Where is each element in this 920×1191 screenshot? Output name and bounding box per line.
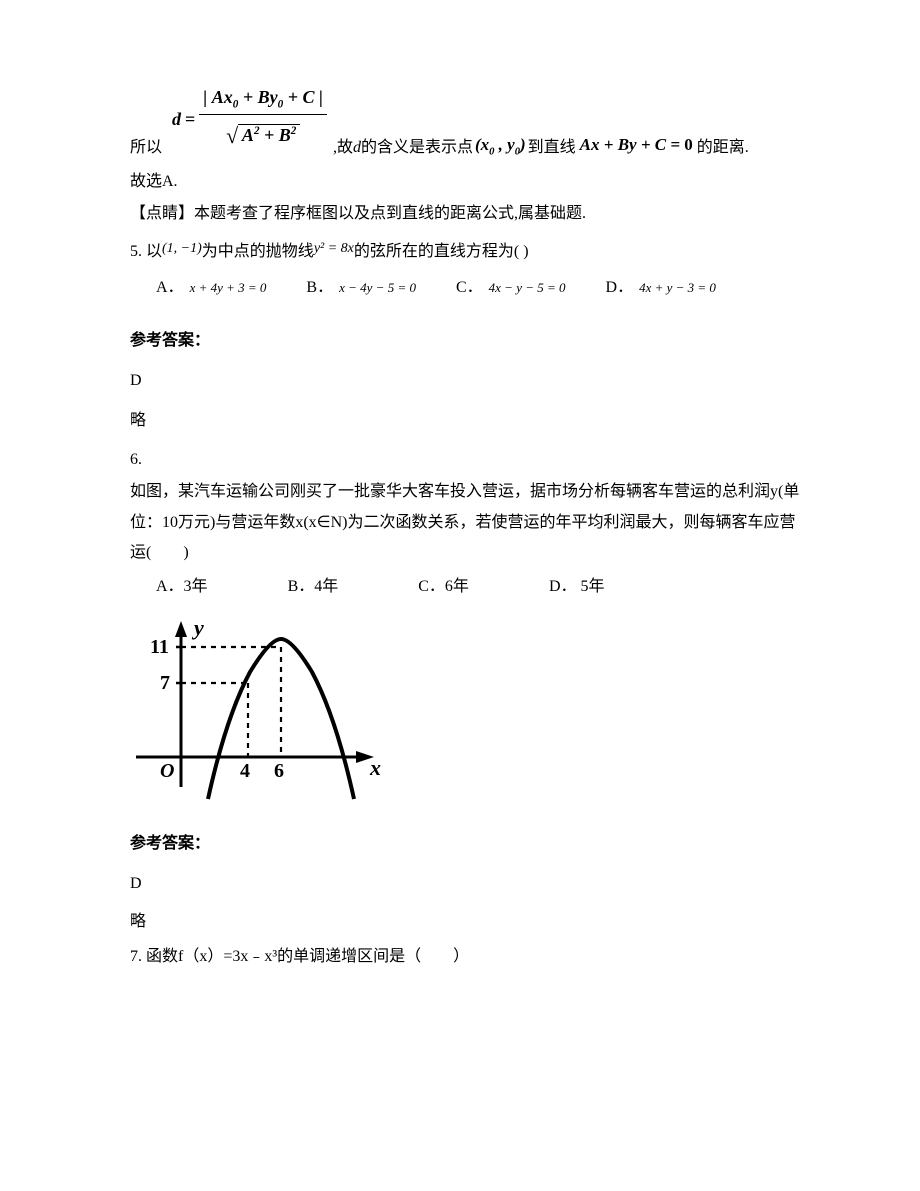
q5-mid2: 的弦所在的直线方程为( ) [354,243,529,260]
answer-heading: 参考答案： [130,326,810,356]
var-d: d [172,102,181,136]
q6-options: A．3年 B．4年 C．6年 D． 5年 [130,572,810,602]
text-suoyi: 所以 [130,133,162,163]
text-mid3: 到直线 [528,133,576,163]
opt-label: D． [606,273,634,303]
opt-eq: x + 4y + 3 = 0 [190,276,267,301]
text-mid2: 的含义是表示点 [361,133,473,163]
q5-opt-a: A． x + 4y + 3 = 0 [156,273,266,303]
q6-opt-d: D． 5年 [549,572,605,602]
point-xy: (x0 , y0) [475,129,526,161]
q7-stem: 7. 函数f（x）=3x﹣x³的单调递增区间是（ ） [130,942,810,972]
q5-lve: 略 [130,406,810,436]
q6-opt-a: A．3年 [156,572,208,602]
q5-mid1: 为中点的抛物线 [202,243,314,260]
fraction-d: | Ax0 + By0 + C | √A2 + B2 [199,80,327,159]
q6-lve: 略 [130,907,810,937]
fraction-numerator: | Ax0 + By0 + C | [199,80,327,115]
opt-label: A． [156,273,184,303]
answer-heading-2: 参考答案： [130,829,810,859]
q5-answer: D [130,366,810,396]
text-mid1: ,故 [333,133,353,163]
q5-opt-b: B． x − 4y − 5 = 0 [306,273,416,303]
q6-opt-b: B．4年 [288,572,339,602]
axis-y-label: y [191,617,204,640]
q6-graph: y x 11 7 4 6 O [126,617,810,807]
q5-stem: 5. 以(1, −1)为中点的抛物线y² = 8x的弦所在的直线方程为( ) [130,236,810,267]
q6-stem: 如图，某汽车运输公司刚买了一批豪华大客车投入营运，据市场分析每辆客车营运的总利润… [130,477,810,568]
q5-pre: 5. 以 [130,243,162,260]
q5-parabola: y² = 8x [314,241,354,256]
opt-label: B． [306,273,333,303]
opt-label: C． [456,273,483,303]
q5-opt-d: D． 4x + y − 3 = 0 [606,273,716,303]
q5-point: (1, −1) [162,241,202,256]
opt-eq: 4x − y − 5 = 0 [489,276,566,301]
ytick-11: 11 [150,636,169,658]
xtick-6: 6 [274,760,284,782]
q6-opt-c: C．6年 [418,572,469,602]
axis-x-label: x [369,755,381,780]
q5-opt-c: C． 4x − y − 5 = 0 [456,273,566,303]
opt-eq: 4x + y − 3 = 0 [639,276,716,301]
q5-options: A． x + 4y + 3 = 0 B． x − 4y − 5 = 0 C． 4… [130,273,810,303]
fraction-denominator: √A2 + B2 [199,115,327,159]
text-tail: 的距离. [697,133,749,163]
text-guxuan-a: 故选A. [130,167,810,197]
q6-answer: D [130,869,810,899]
opt-eq: x − 4y − 5 = 0 [339,276,416,301]
ytick-7: 7 [160,672,170,694]
var-d2: d [353,133,361,163]
xtick-4: 4 [240,760,250,782]
text-dianjing: 【点睛】本题考查了程序框图以及点到直线的距离公式,属基础题. [130,199,810,229]
line-equation: Ax + By + C = 0 [580,129,693,161]
origin-label: O [160,760,174,782]
q6-number: 6. [130,445,810,475]
